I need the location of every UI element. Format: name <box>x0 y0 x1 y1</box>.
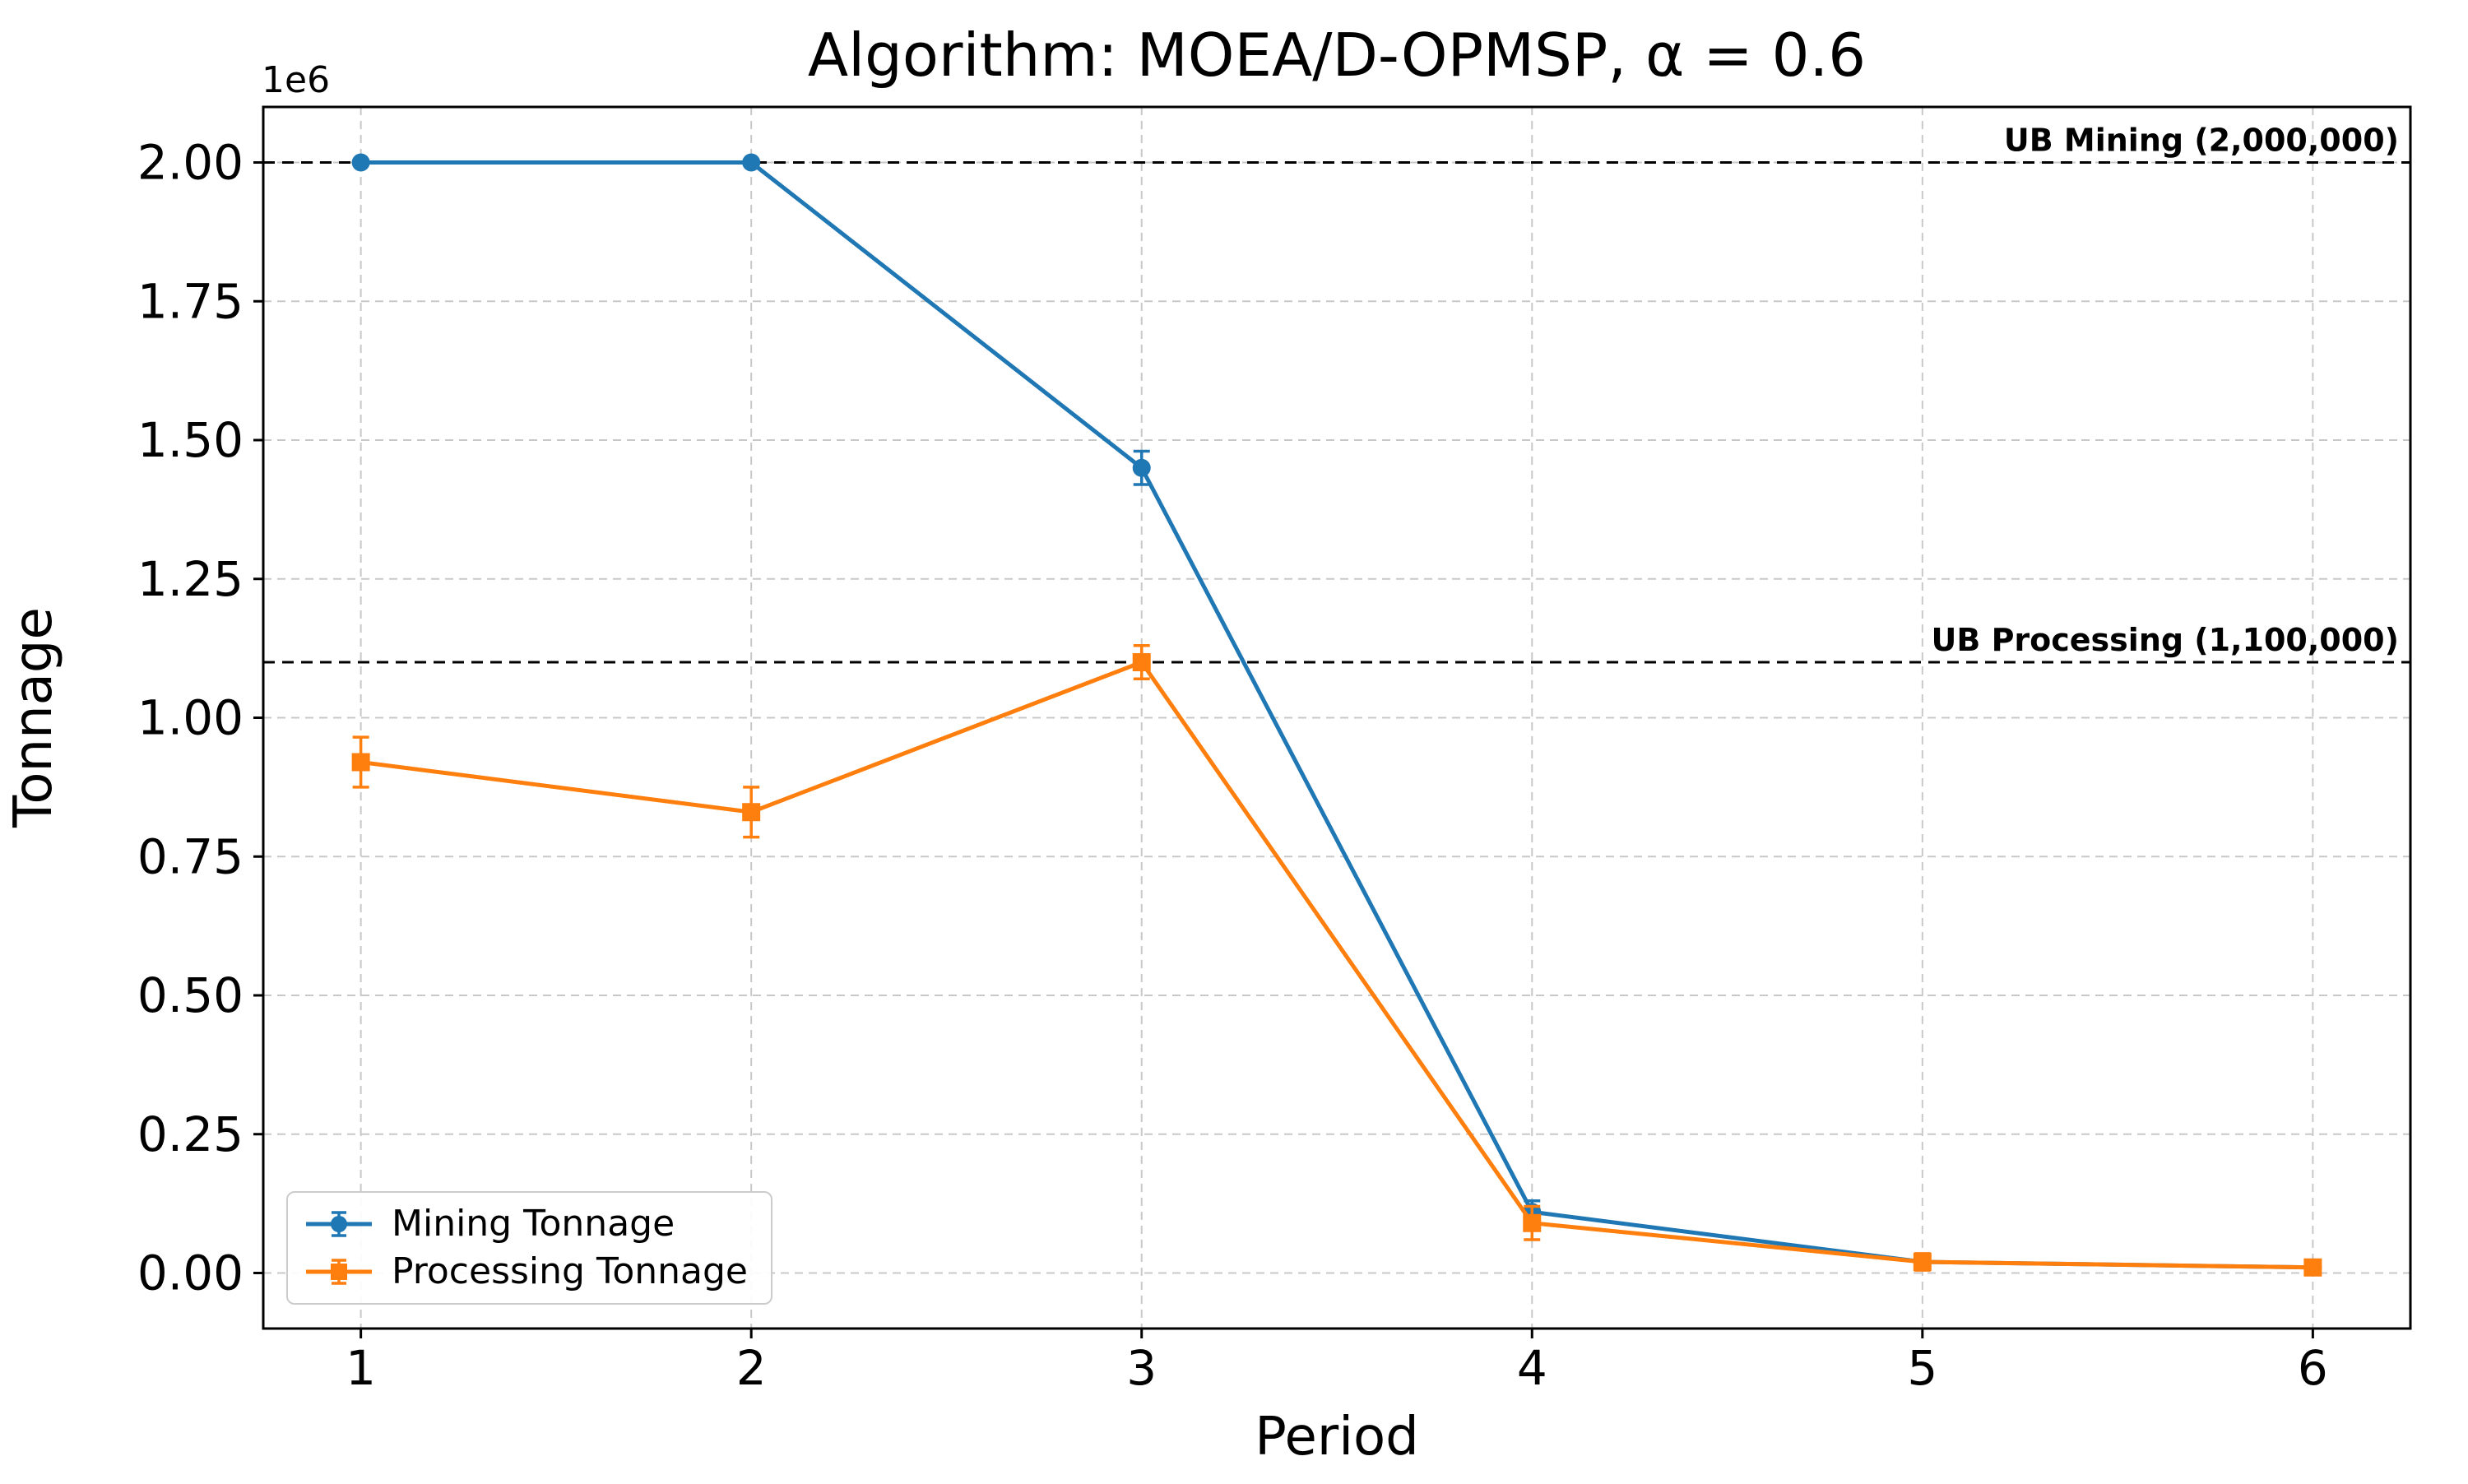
data-point-marker <box>742 153 761 172</box>
y-axis-label: Tonnage <box>3 607 64 828</box>
y-tick-label: 0.75 <box>137 828 244 884</box>
x-axis-label: Period <box>1255 1407 1419 1468</box>
data-point-marker <box>1523 1213 1542 1232</box>
y-tick-label: 1.50 <box>137 412 244 468</box>
legend-item-mining: Mining Tonnage <box>304 1206 748 1242</box>
y-tick-label: 1.00 <box>137 690 244 746</box>
x-tick-label: 2 <box>736 1340 767 1396</box>
series-line <box>360 659 2313 1270</box>
x-tick-label: 3 <box>1126 1340 1157 1396</box>
reference-line-label: UB Mining (2,000,000) <box>2004 123 2399 159</box>
series-line <box>360 160 2313 1270</box>
x-tick-label: 5 <box>1907 1340 1937 1396</box>
y-tick-label: 0.25 <box>137 1106 244 1162</box>
mining-series-sample-icon <box>306 1211 372 1237</box>
y-tick-label: 0.00 <box>137 1245 244 1301</box>
data-point-marker <box>2303 1258 2322 1277</box>
reference-line-label: UB Processing (1,100,000) <box>1932 622 2399 658</box>
x-tick-label: 1 <box>346 1340 376 1396</box>
y-tick-label: 1.75 <box>137 273 244 329</box>
y-axis-offset-label: 1e6 <box>262 59 330 101</box>
data-point-marker <box>351 753 370 772</box>
data-point-marker <box>742 803 761 822</box>
x-tick-label: 4 <box>1517 1340 1547 1396</box>
x-tick-label: 6 <box>2298 1340 2328 1396</box>
data-point-marker <box>1132 458 1151 477</box>
y-tick-label: 1.25 <box>137 551 244 607</box>
legend: Mining Tonnage Processing Tonnage <box>286 1191 772 1305</box>
chart-title: Algorithm: MOEA/D-OPMSP, α = 0.6 <box>808 21 1866 90</box>
legend-label-processing: Processing Tonnage <box>392 1250 748 1292</box>
y-tick-label: 0.50 <box>137 967 244 1023</box>
data-point-marker <box>351 153 370 172</box>
y-tick-label: 2.00 <box>137 135 244 191</box>
data-point-marker <box>1132 653 1151 671</box>
legend-item-processing: Processing Tonnage <box>304 1254 748 1290</box>
processing-series-sample-icon <box>306 1259 372 1285</box>
data-point-marker <box>1913 1253 1932 1271</box>
legend-label-mining: Mining Tonnage <box>392 1203 675 1245</box>
